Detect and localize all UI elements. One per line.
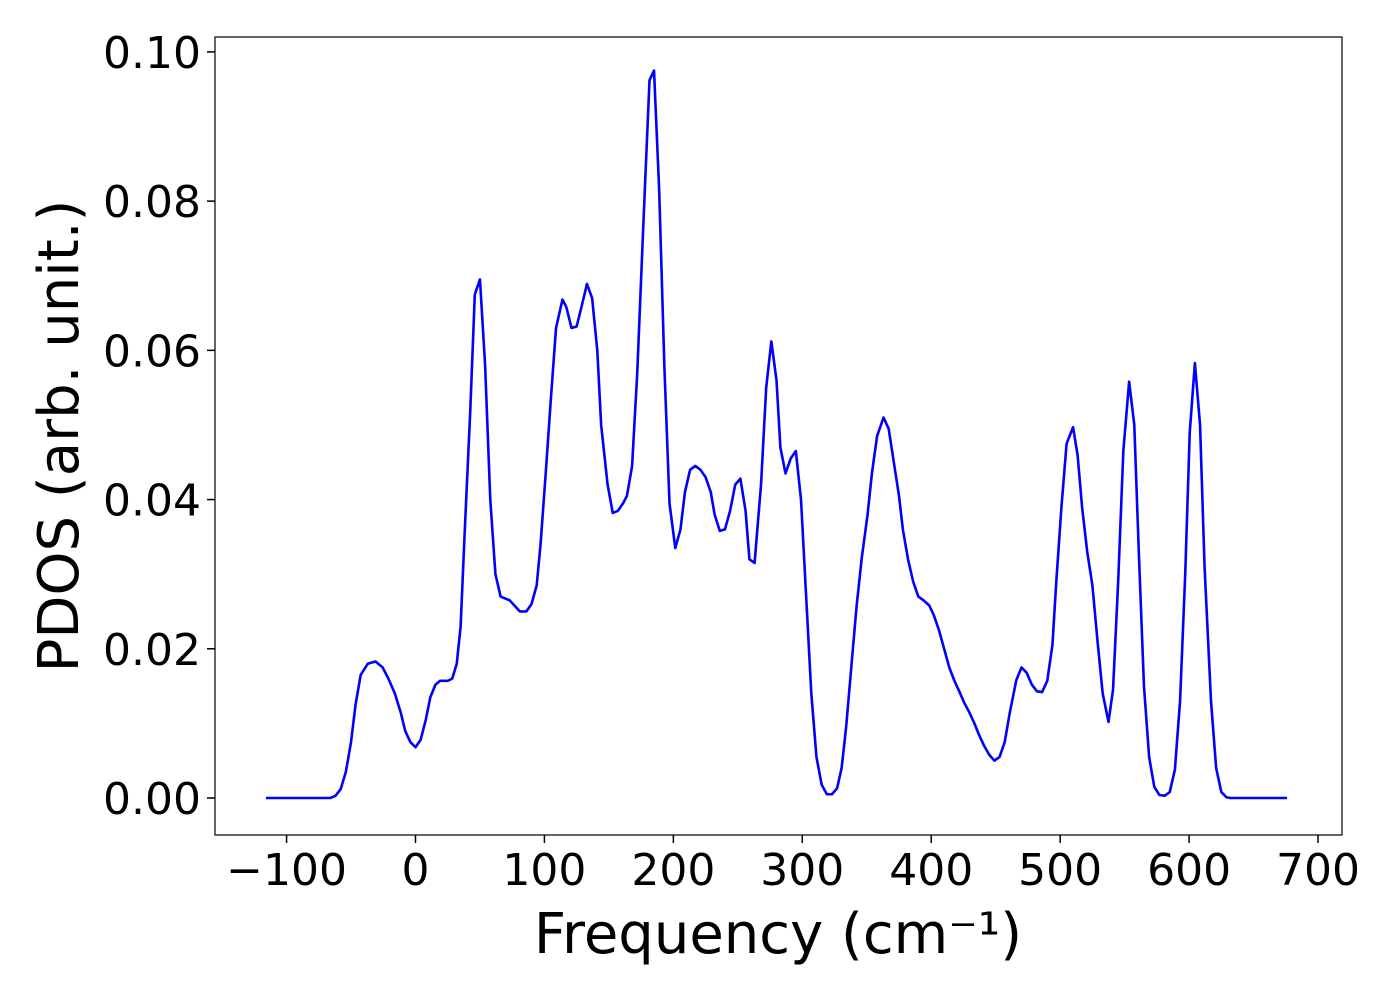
x-tick-label: 400 bbox=[889, 845, 973, 896]
x-tick-label: −100 bbox=[226, 845, 347, 896]
x-tick-label: 700 bbox=[1276, 845, 1360, 896]
y-tick-label: 0.08 bbox=[103, 177, 201, 228]
y-tick-label: 0.10 bbox=[103, 28, 201, 79]
x-tick-label: 0 bbox=[401, 845, 429, 896]
y-tick-label: 0.00 bbox=[103, 774, 201, 825]
data-line bbox=[265, 69, 1288, 800]
x-tick-label: 100 bbox=[502, 845, 586, 896]
y-tick-label: 0.06 bbox=[103, 326, 201, 377]
y-tick-label: 0.04 bbox=[103, 476, 201, 527]
x-tick-label: 600 bbox=[1147, 845, 1231, 896]
plot-frame bbox=[214, 36, 1343, 836]
x-tick-label: 200 bbox=[631, 845, 715, 896]
x-tick-label: 500 bbox=[1018, 845, 1102, 896]
y-tick-label: 0.02 bbox=[103, 625, 201, 676]
x-tick-label: 300 bbox=[760, 845, 844, 896]
y-axis-label: PDOS (arb. unit.) bbox=[27, 200, 92, 673]
x-axis-label: Frequency (cm⁻¹) bbox=[534, 902, 1022, 967]
